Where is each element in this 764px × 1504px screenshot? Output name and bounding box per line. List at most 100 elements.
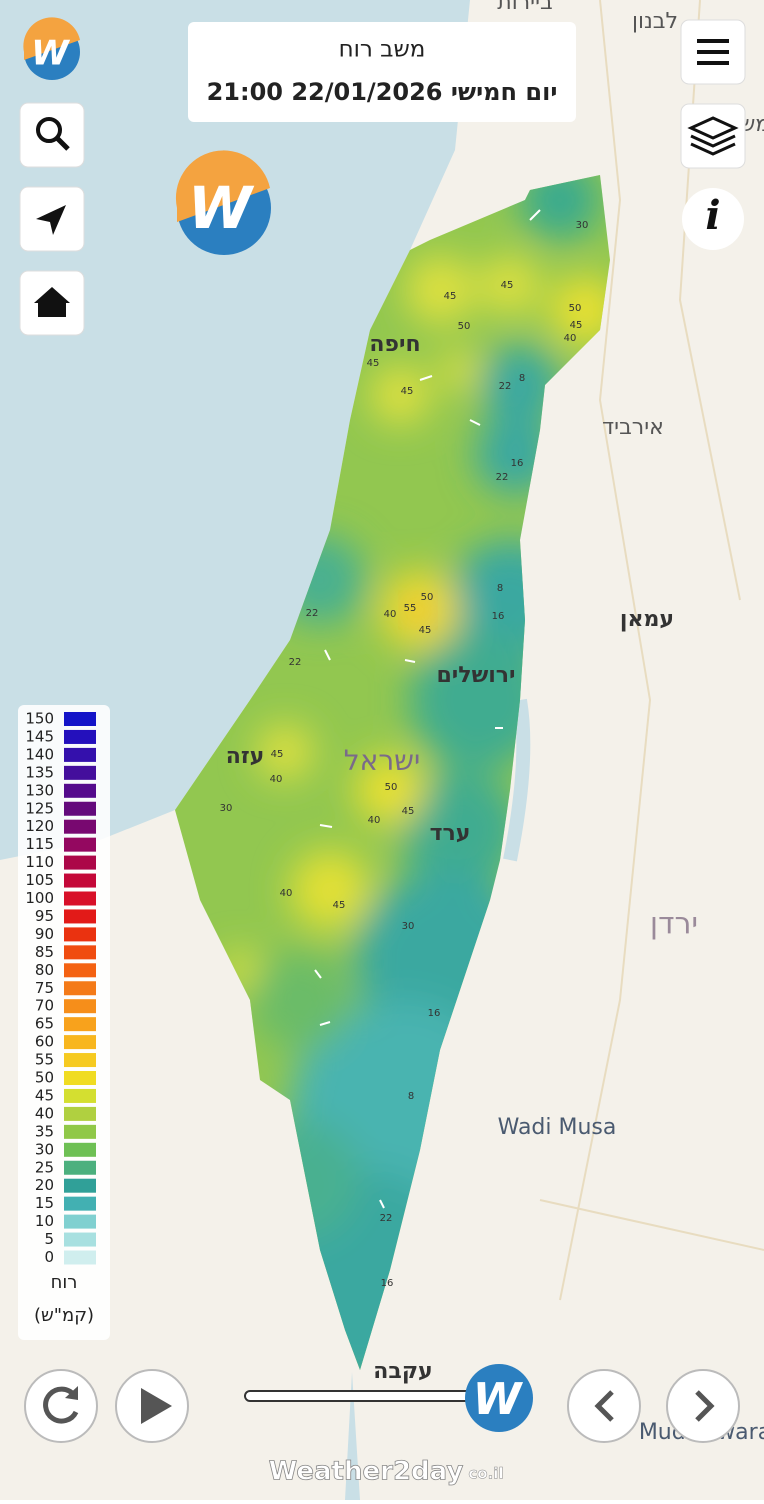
contour-label: 45 [419,625,432,636]
dead-sea [503,698,531,862]
svg-text:W: W [31,34,70,74]
legend-swatch [64,747,96,762]
legend-swatch [64,927,96,942]
legend-swatch [64,1142,96,1157]
legend-swatch [64,909,96,924]
legend-swatch [64,1053,96,1068]
header-title: משב רוח [339,37,426,63]
contour-label: 45 [501,280,514,291]
contour-label: 50 [569,303,582,314]
legend-label: 25 [35,1158,54,1176]
legend-label: 150 [25,710,54,728]
contour-label: 40 [270,774,283,785]
search-button[interactable] [19,102,85,168]
contour-label: 8 [519,373,525,384]
legend-swatch [64,873,96,888]
map-label: חיפה [369,332,420,357]
legend-label: 85 [35,943,54,961]
legend-title: רוח [51,1272,78,1293]
legend-swatch [64,1232,96,1247]
legend-swatch [64,1214,96,1229]
map-label: ירושלים [436,663,515,688]
legend-label: 125 [25,799,54,817]
gulf [345,1372,360,1500]
prev-button[interactable] [567,1369,641,1443]
time-slider[interactable]: W [244,1364,533,1432]
header-box [188,22,576,122]
contour-label: 40 [384,609,397,620]
legend-swatch [64,981,96,996]
next-button[interactable] [666,1369,740,1443]
svg-text:W: W [188,174,255,242]
legend-label: 120 [25,817,54,835]
play-button[interactable] [115,1369,189,1443]
contour-label: 30 [576,220,589,231]
contour-label: 22 [306,608,319,619]
contour-label: 22 [380,1213,393,1224]
map-label: ביירות [497,0,552,15]
legend-swatch [64,1106,96,1121]
contour-label: 16 [511,458,524,469]
home-button[interactable] [19,270,85,336]
legend-swatch [64,1160,96,1175]
map-label: לבנון [632,9,678,34]
contour-label: 45 [401,386,414,397]
logo-big: W [175,150,271,255]
contour-label: 50 [421,592,434,603]
contour-label: 40 [280,888,293,899]
legend-swatch [64,1071,96,1085]
contour-label: 40 [564,333,577,344]
legend-label: 95 [35,907,54,925]
contour-label: 22 [496,472,509,483]
contour-label: 45 [367,358,380,369]
legend-swatch [64,837,96,852]
info-button[interactable]: i [682,188,744,250]
legend-label: 10 [35,1212,54,1230]
menu-button[interactable] [680,19,746,85]
legend-label: 130 [25,781,54,799]
legend-label: 105 [25,871,54,889]
sea [0,0,470,860]
contour-label: 45 [444,291,457,302]
layers-button[interactable] [680,103,746,169]
legend-label: 35 [35,1122,54,1140]
legend-swatch [64,855,96,870]
legend: 1501451401351301251201151101051009590858… [25,710,96,1266]
legend-swatch [64,1017,96,1032]
legend-label: 75 [35,979,54,997]
locate-button[interactable] [19,186,85,252]
contour-label: 45 [570,320,583,331]
contour-label: 8 [408,1091,414,1102]
legend-label: 140 [25,745,54,763]
legend-label: 110 [25,853,54,871]
legend-label: 45 [35,1086,54,1104]
map-label: אירביד [602,415,664,440]
legend-swatch [64,765,96,780]
wind-arrows [314,209,541,1209]
contour-label: 30 [402,921,415,932]
legend-label: 100 [25,889,54,907]
legend-swatch [64,999,96,1014]
logo[interactable]: W [23,17,80,80]
map-label: ערד [430,821,471,846]
legend-swatch [64,945,96,960]
legend-label: 80 [35,961,54,979]
legend-unit: (קמ"ש) [34,1305,94,1326]
legend-swatch [64,819,96,834]
legend-swatch [64,1178,96,1193]
legend-swatch [64,783,96,798]
map-label: Wadi Musa [498,1115,617,1140]
legend-label: 0 [44,1248,54,1266]
legend-label: 5 [44,1230,54,1248]
refresh-button[interactable] [24,1369,98,1443]
legend-label: 40 [35,1104,54,1122]
contour-label: 16 [492,611,505,622]
contour-label: 8 [497,583,503,594]
footer-suffix: co.il [468,1465,503,1483]
legend-label: 30 [35,1140,54,1158]
legend-label: 90 [35,925,54,943]
legend-label: 20 [35,1176,54,1194]
